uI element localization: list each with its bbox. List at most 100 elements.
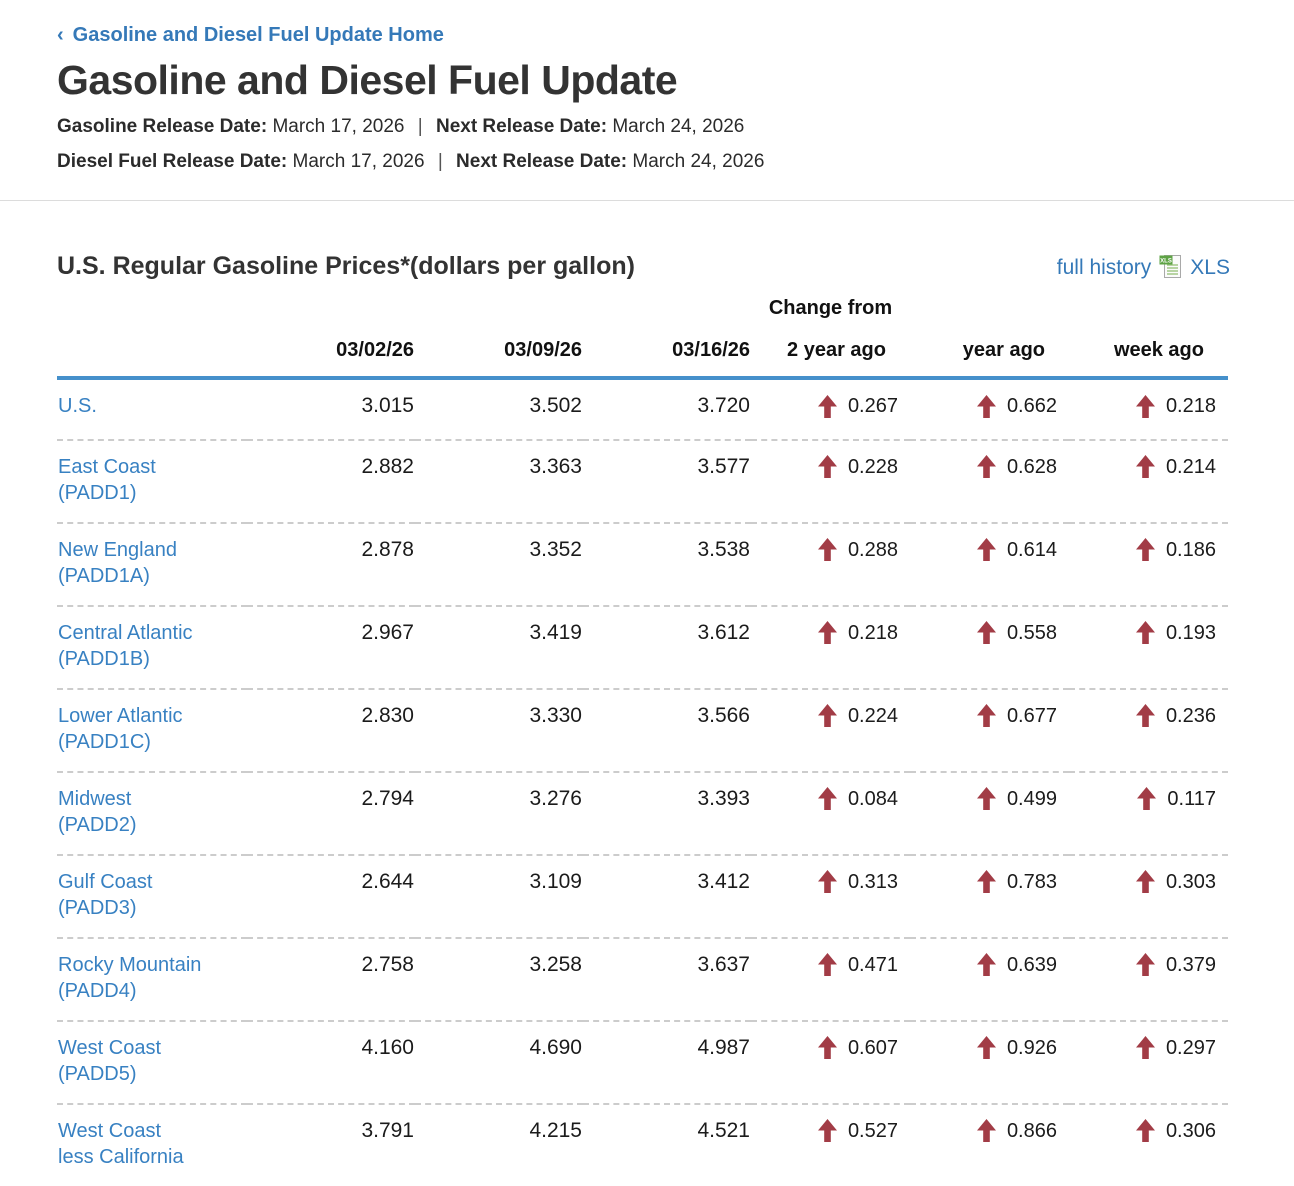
change-from-label: Change from — [768, 297, 893, 319]
change-value: 0.084 — [847, 787, 898, 810]
region-cell: Gulf Coast (PADD3) — [57, 853, 247, 938]
price-cell: 2.758 — [247, 936, 415, 1021]
change-value: 0.783 — [1006, 870, 1057, 893]
change-value: 0.193 — [1165, 621, 1216, 644]
price-cell: 3.363 — [415, 438, 583, 523]
change-value: 0.628 — [1006, 455, 1057, 478]
price-cell: 4.215 — [415, 1102, 583, 1186]
change-value: 0.471 — [847, 953, 898, 976]
change-cell: 0.084 — [751, 770, 910, 855]
change-cell: 0.288 — [751, 521, 910, 606]
region-link[interactable]: Midwest (PADD2) — [58, 787, 137, 836]
gasoline-prices-section: U.S. Regular Gasoline Prices*(dollars pe… — [0, 251, 1294, 1186]
table-row: Rocky Mountain (PADD4) 2.758 3.258 3.637 0.47… — [57, 936, 1228, 1021]
up-arrow-icon — [817, 1036, 837, 1059]
change-value: 0.224 — [847, 704, 898, 727]
up-arrow-icon — [817, 704, 837, 727]
change-cell: 0.662 — [910, 378, 1069, 440]
price-cell: 3.015 — [361, 394, 414, 417]
change-cell: 0.186 — [1069, 521, 1228, 606]
region-link[interactable]: West Coast less California — [58, 1119, 184, 1168]
region-cell: New England (PADD1A) — [57, 521, 247, 606]
xls-link[interactable]: XLS — [1190, 255, 1230, 279]
region-link[interactable]: West Coast (PADD5) — [58, 1036, 161, 1085]
up-arrow-icon — [976, 787, 996, 810]
xls-spreadsheet-icon[interactable]: XLS — [1159, 253, 1182, 286]
change-value: 0.228 — [847, 455, 898, 478]
price-cell: 3.791 — [247, 1102, 415, 1186]
gasoline-release-label: Gasoline Release Date: — [57, 116, 268, 137]
breadcrumb[interactable]: ‹ Gasoline and Diesel Fuel Update Home — [57, 24, 444, 47]
change-cell: 0.214 — [1069, 438, 1228, 523]
change-cell: 0.639 — [910, 936, 1069, 1021]
price-table-body: U.S. 3.015 3.502 3.720 0.267 0.662 0.218 East C… — [57, 378, 1228, 1186]
price-cell: 3.577 — [583, 438, 751, 523]
change-value: 0.866 — [1006, 1119, 1057, 1142]
up-arrow-icon — [1135, 704, 1155, 727]
change-value: 0.614 — [1006, 538, 1057, 561]
change-cell: 0.236 — [1069, 687, 1228, 772]
table-row: West Coast less California 3.791 4.215 4.521… — [57, 1102, 1228, 1186]
change-cell: 0.926 — [910, 1019, 1069, 1104]
diesel-release-value: March 17, 2026 — [292, 151, 425, 172]
price-cell: 3.109 — [415, 853, 583, 938]
region-link[interactable]: U.S. — [58, 395, 97, 417]
up-arrow-icon — [976, 704, 996, 727]
change-cell: 0.471 — [751, 936, 910, 1021]
region-link[interactable]: Rocky Mountain (PADD4) — [58, 953, 202, 1002]
gasoline-next-release-value: March 24, 2026 — [612, 116, 745, 137]
price-cell: 2.882 — [247, 438, 415, 523]
up-arrow-icon — [976, 953, 996, 976]
up-arrow-icon — [1135, 538, 1155, 561]
change-from-header-row: Change from — [57, 296, 1228, 338]
price-cell: 4.690 — [415, 1019, 583, 1104]
change-value: 0.186 — [1165, 538, 1216, 561]
table-row: East Coast (PADD1) 2.882 3.363 3.577 0.228 0.6… — [57, 438, 1228, 523]
region-link[interactable]: Central Atlantic (PADD1B) — [58, 621, 193, 670]
change-value: 0.313 — [847, 870, 898, 893]
region-link[interactable]: Gulf Coast (PADD3) — [58, 870, 153, 919]
change-cell: 0.303 — [1069, 853, 1228, 938]
change-cell: 0.193 — [1069, 604, 1228, 689]
change-cell: 0.379 — [1069, 936, 1228, 1021]
breadcrumb-label: Gasoline and Diesel Fuel Update Home — [72, 24, 444, 46]
page-title: Gasoline and Diesel Fuel Update — [57, 57, 678, 103]
change-value: 0.218 — [1165, 395, 1216, 417]
up-arrow-icon — [817, 870, 837, 893]
price-cell: 3.352 — [415, 521, 583, 606]
price-cell: 3.538 — [583, 521, 751, 606]
up-arrow-icon — [976, 394, 996, 418]
change-value: 0.303 — [1165, 870, 1216, 893]
change-cell: 0.527 — [751, 1102, 910, 1186]
column-header-row: 03/02/26 03/09/26 03/16/26 2 year ago ye… — [57, 338, 1228, 380]
region-link[interactable]: East Coast (PADD1) — [58, 455, 156, 504]
col-header-yr-ago: year ago — [910, 338, 1069, 380]
up-arrow-icon — [1135, 953, 1155, 976]
table-row: Lower Atlantic (PADD1C) 2.830 3.330 3.566 0.2… — [57, 687, 1228, 772]
header-divider — [0, 200, 1294, 201]
gasoline-prices-table: Change from 03/02/26 03/09/26 03/16/26 2… — [57, 296, 1228, 1186]
svg-text:XLS: XLS — [1160, 259, 1172, 265]
region-link[interactable]: Lower Atlantic (PADD1C) — [58, 704, 183, 753]
price-cell: 2.644 — [247, 853, 415, 938]
change-cell: 0.228 — [751, 438, 910, 523]
change-value: 0.662 — [1006, 395, 1057, 417]
region-link[interactable]: New England (PADD1A) — [58, 538, 177, 587]
separator: | — [417, 116, 423, 137]
price-cell: 2.967 — [247, 604, 415, 689]
diesel-next-release-label: Next Release Date: — [456, 151, 628, 172]
chevron-left-icon: ‹ — [57, 24, 64, 46]
change-value: 0.607 — [847, 1036, 898, 1059]
separator: | — [437, 151, 443, 172]
change-value: 0.639 — [1006, 953, 1057, 976]
price-cell: 3.258 — [415, 936, 583, 1021]
change-value: 0.117 — [1167, 787, 1216, 810]
up-arrow-icon — [1135, 455, 1155, 478]
price-cell: 3.637 — [583, 936, 751, 1021]
up-arrow-icon — [817, 953, 837, 976]
price-cell: 3.412 — [583, 853, 751, 938]
region-cell: West Coast less California — [57, 1102, 247, 1186]
full-history-link[interactable]: full history — [1056, 255, 1152, 279]
change-value: 0.214 — [1165, 455, 1216, 478]
up-arrow-icon — [817, 621, 837, 644]
